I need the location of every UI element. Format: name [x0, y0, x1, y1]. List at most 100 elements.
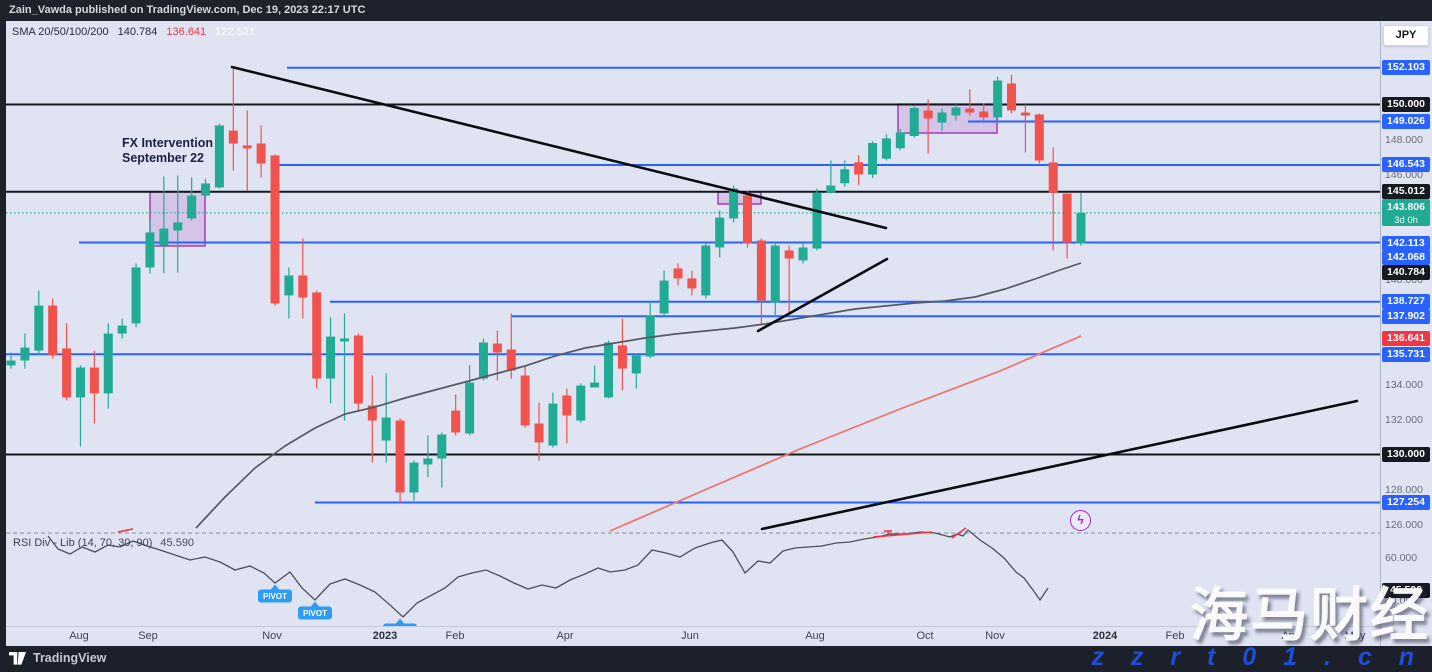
price-label-135.731: 135.731	[1382, 346, 1430, 362]
candle-body	[201, 183, 211, 196]
candle-body	[1062, 193, 1072, 243]
candle-body	[89, 367, 99, 394]
time-axis-label-2023: 2023	[372, 630, 398, 642]
candle-body	[812, 192, 822, 249]
candle-body	[506, 349, 516, 371]
candle-body	[562, 395, 572, 416]
price-tick-128.000: 128.000	[1385, 483, 1423, 496]
candle-body	[840, 169, 850, 184]
candle-body	[62, 348, 72, 398]
time-axis-label-Sep: Sep	[138, 630, 158, 642]
price-label-145.012: 145.012	[1382, 184, 1430, 200]
candle-body	[367, 405, 377, 421]
watermark-cjk: 海马财经	[1189, 583, 1430, 648]
price-tick-126.000: 126.000	[1385, 518, 1423, 531]
candle-body	[353, 335, 363, 404]
watermark-url: z z r t 0 1 . c n	[1091, 643, 1424, 671]
sma-indicator-legend[interactable]: SMA 20/50/100/200 140.784 136.641 122.521	[12, 26, 255, 38]
chart-left-frame	[0, 21, 6, 646]
candle-body	[1007, 83, 1017, 111]
candle-body	[131, 267, 141, 324]
pivot-callout: PIVOT	[258, 584, 292, 603]
candle-body	[326, 336, 336, 379]
rsi-divergence-line	[872, 531, 933, 538]
rsi-tick-40.000: 40.000	[1385, 595, 1418, 607]
price-label-146.543: 146.543	[1382, 157, 1430, 173]
time-axis-label-May: May	[1344, 630, 1366, 642]
price-scale[interactable]: JPY 148.000 146.000 140.000 134.000 132.000 1…	[1380, 21, 1432, 646]
price-label-142.113: 142.113	[1382, 235, 1430, 251]
candle-body	[604, 342, 614, 398]
sma50-value: 136.641	[166, 26, 207, 38]
candle-body	[534, 423, 544, 443]
candle-body	[576, 385, 586, 421]
footer-bar: TradingView z z r t 0 1 . c n	[0, 643, 1432, 672]
sma-line-red	[609, 335, 1082, 532]
candle-body	[478, 342, 488, 379]
candle-body	[242, 145, 252, 149]
candle-body	[659, 280, 669, 314]
candle-body	[937, 112, 947, 123]
trendline[interactable]	[760, 399, 1359, 531]
candle-body	[34, 305, 44, 351]
time-axis-label-Oct: Oct	[916, 630, 934, 642]
candle-body	[1034, 114, 1044, 161]
time-axis[interactable]: Aug Sep Nov 2023 Feb Apr Jun Aug Oct Nov 2024 Feb Ap…	[6, 626, 1380, 646]
currency-toggle-button[interactable]: JPY	[1383, 25, 1429, 46]
candle-body	[187, 195, 197, 219]
svg-text:PIVOT: PIVOT	[263, 592, 287, 601]
candle-body	[868, 143, 878, 175]
lightning-icon[interactable]: ϟ	[1070, 510, 1091, 531]
time-axis-label-Apr: Apr	[1281, 630, 1299, 642]
candle-body	[465, 382, 475, 434]
candle-body	[756, 240, 766, 301]
price-label-127.254: 127.254	[1382, 495, 1430, 511]
candle-body	[298, 275, 308, 298]
candle-body	[979, 111, 989, 118]
price-label-143.806: 143.806 3d 0h	[1382, 199, 1430, 227]
tradingview-brand-link[interactable]: TradingView	[9, 651, 106, 665]
candle-body	[951, 107, 961, 116]
candle-body	[409, 462, 419, 493]
price-label-138.727: 138.727	[1382, 294, 1430, 310]
candle-body	[729, 188, 739, 219]
time-axis-label-2024: 2024	[1092, 630, 1118, 642]
candle-body	[423, 458, 433, 465]
tradingview-brand-text: TradingView	[33, 651, 107, 665]
time-axis-label-Aug: Aug	[805, 630, 825, 642]
rsi-line	[47, 529, 1049, 618]
candle-body	[770, 245, 780, 303]
candle-body	[590, 382, 600, 388]
trendline[interactable]	[230, 65, 888, 230]
candle-body	[145, 232, 155, 268]
candle-body	[923, 110, 933, 119]
price-tick-134.000: 134.000	[1385, 378, 1423, 391]
time-axis-label-Feb: Feb	[445, 630, 465, 642]
candle-body	[1020, 112, 1030, 116]
candle-body	[6, 360, 16, 366]
price-label-149.026: 149.026	[1382, 114, 1430, 130]
candle-body	[645, 315, 655, 357]
candle-body	[701, 245, 711, 296]
candle-body	[270, 155, 280, 304]
rsi-current-value: 45.590	[160, 537, 195, 549]
candle-body	[895, 132, 905, 149]
price-tick-148.000: 148.000	[1385, 133, 1423, 146]
trendline[interactable]	[756, 257, 889, 333]
candle-body	[451, 410, 461, 433]
candle-body	[881, 138, 891, 159]
price-label-136.641: 136.641	[1382, 330, 1430, 346]
price-label-140.784: 140.784	[1382, 264, 1430, 280]
time-axis-label-Nov: Nov	[985, 630, 1005, 642]
price-label-152.103: 152.103	[1382, 60, 1430, 76]
rsi-indicator-legend[interactable]: RSI Div - Lib (14, 70, 30, 90) 45.590	[13, 537, 194, 549]
price-tick-132.000: 132.000	[1385, 413, 1423, 426]
rsi-legend-title: RSI Div - Lib (14, 70, 30, 90)	[13, 537, 153, 549]
rsi-divergence-line	[117, 528, 134, 533]
candle-body	[381, 417, 391, 441]
time-axis-label-Aug: Aug	[69, 630, 89, 642]
rsi-value-label-45.590: 45.590	[1382, 582, 1430, 598]
tradingview-logo	[9, 651, 26, 665]
candle-body	[826, 185, 836, 193]
